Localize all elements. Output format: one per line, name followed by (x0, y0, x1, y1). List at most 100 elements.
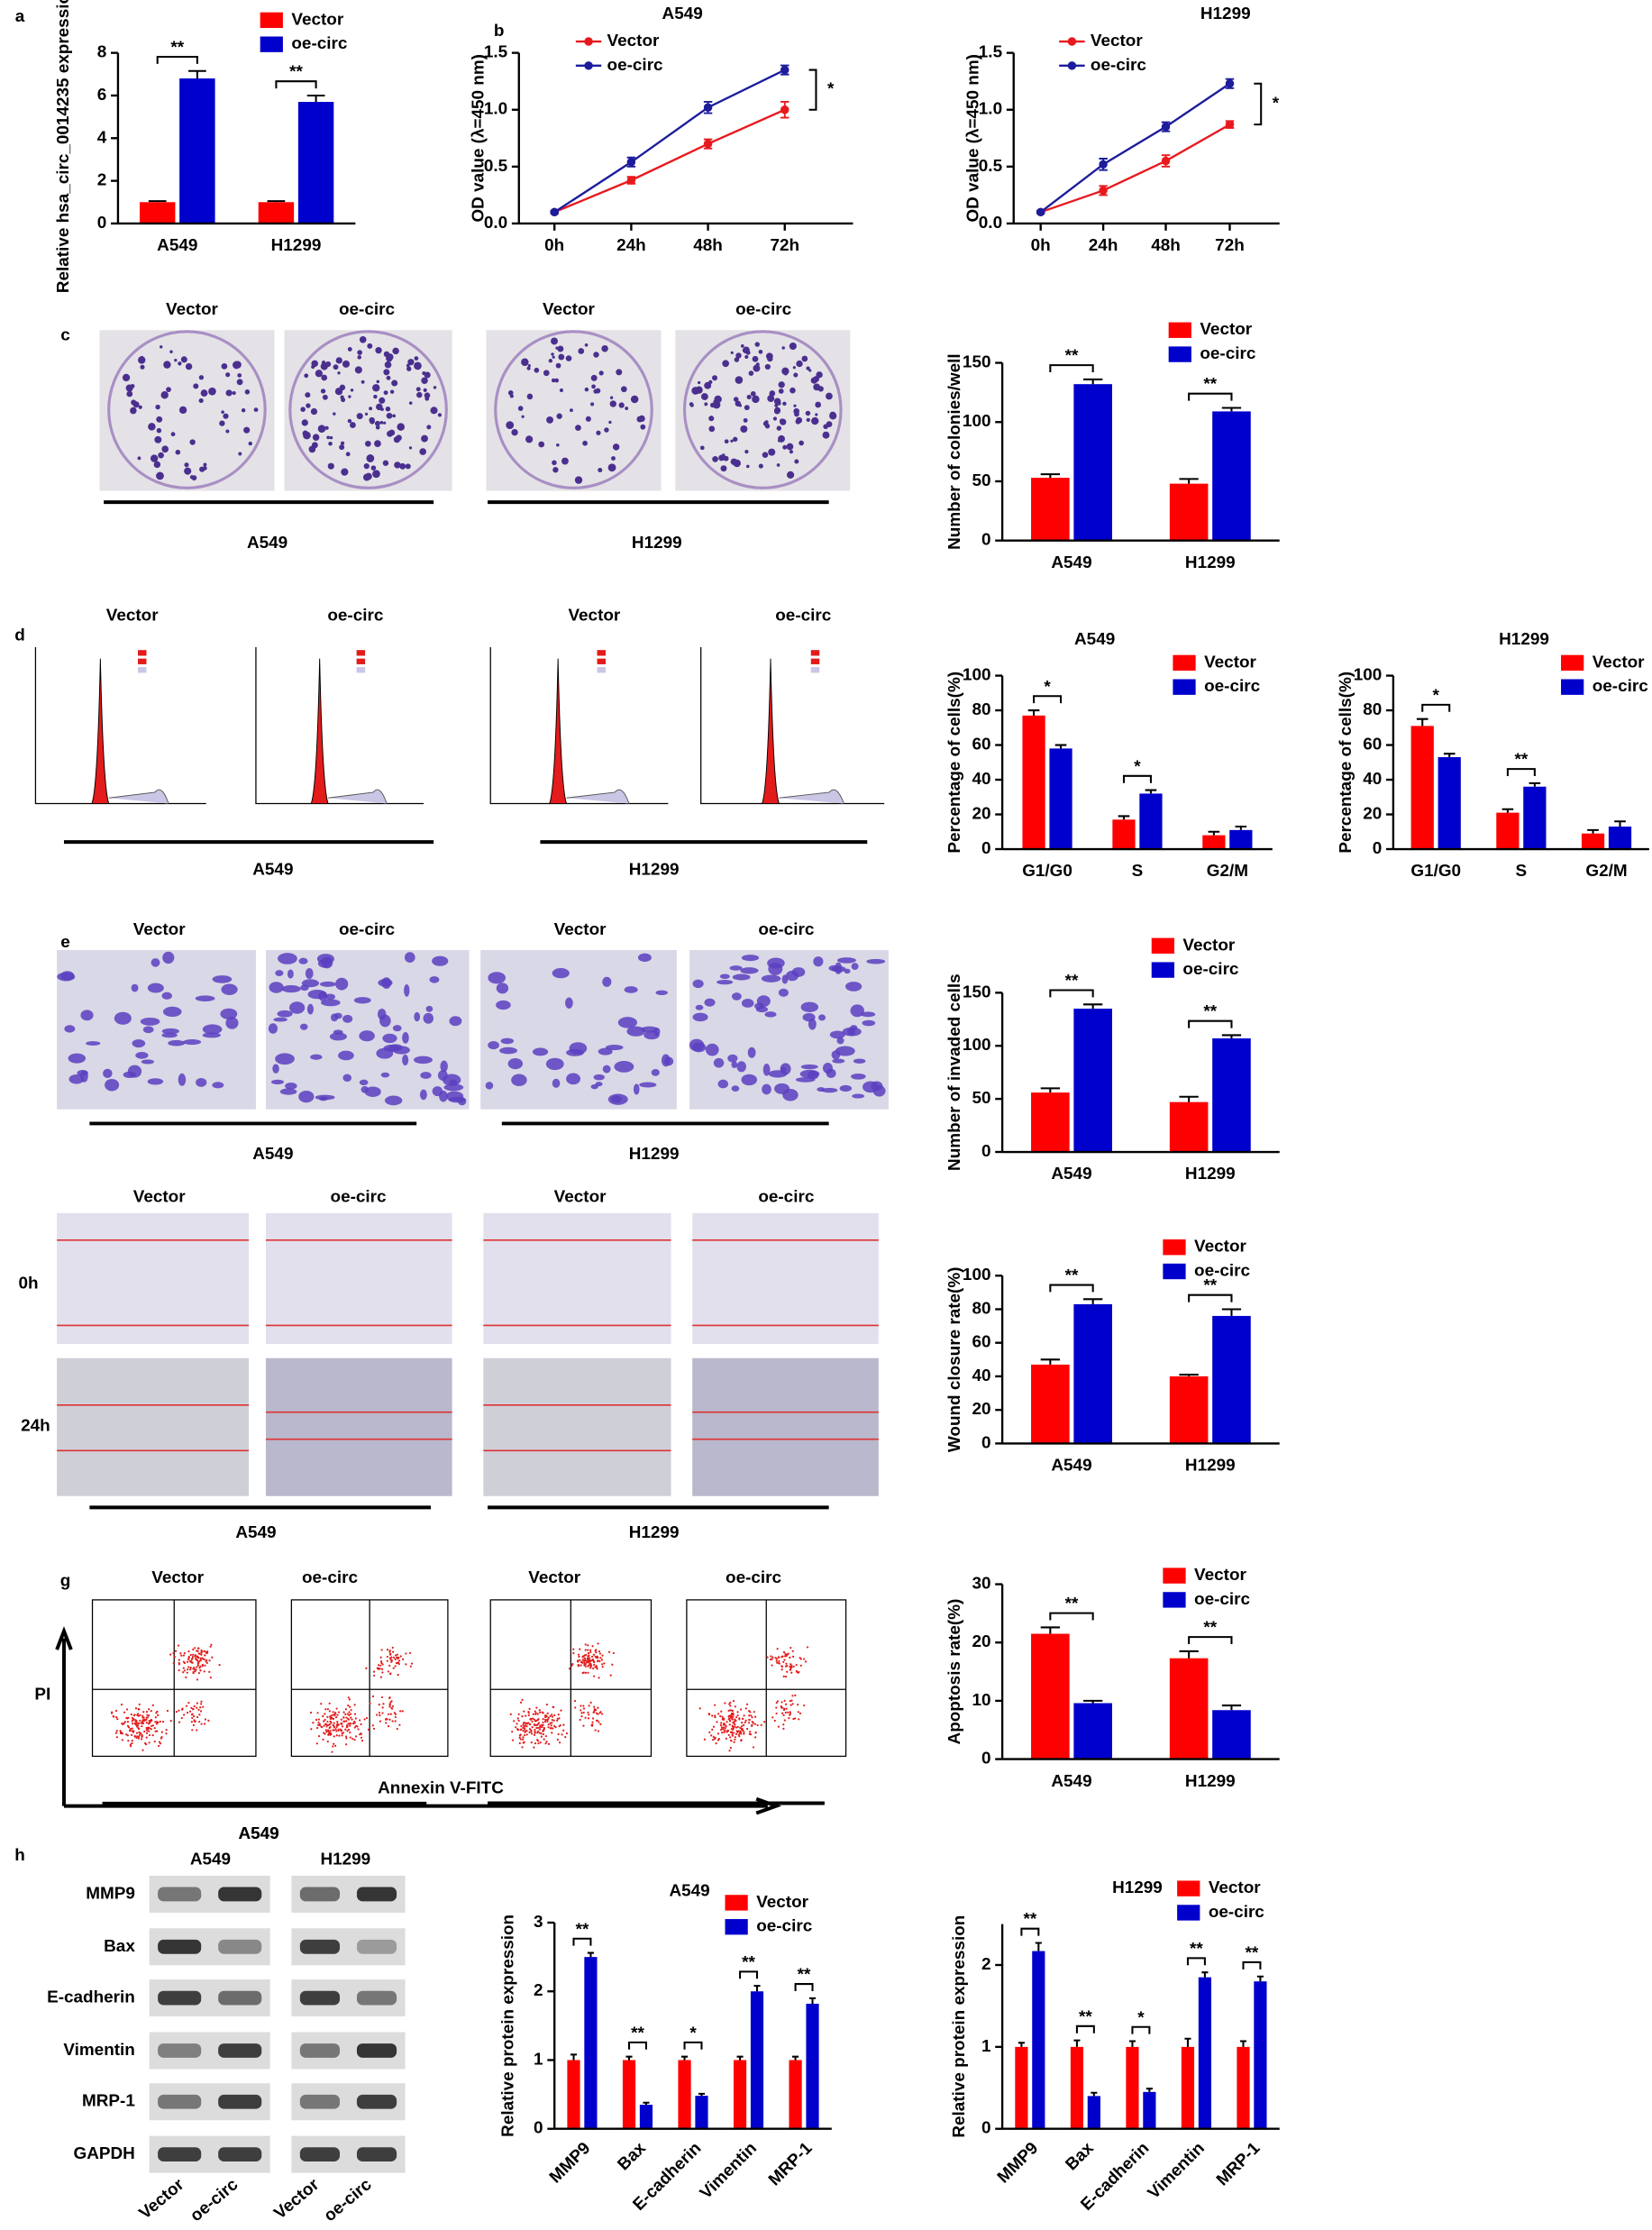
event (589, 1659, 592, 1663)
event (196, 1715, 199, 1719)
colony (238, 452, 242, 456)
event (351, 1718, 353, 1721)
event (561, 1733, 563, 1736)
stained-cell (335, 977, 349, 991)
colony (126, 390, 133, 398)
event (731, 1709, 735, 1713)
panel-letter: b (494, 22, 505, 41)
colony (372, 470, 380, 479)
event (129, 1744, 132, 1748)
event (385, 1722, 388, 1724)
colony (437, 413, 443, 417)
event (703, 1738, 707, 1741)
event (599, 1657, 602, 1659)
event (194, 1647, 196, 1650)
stained-cell (270, 1079, 285, 1084)
event (520, 1728, 523, 1731)
stained-cell (836, 957, 856, 964)
colony (169, 350, 173, 353)
event (112, 1714, 114, 1718)
histogram-tail (779, 789, 844, 804)
stained-cell (785, 970, 799, 982)
event (367, 1728, 370, 1731)
event (203, 1670, 205, 1673)
event (394, 1658, 397, 1660)
event (156, 1710, 159, 1713)
stained-cell (866, 958, 886, 964)
stained-cell (330, 1013, 339, 1022)
event (542, 1718, 544, 1721)
row-label: 0h (19, 1275, 39, 1293)
error-bar (1221, 1704, 1242, 1711)
x-tick-label: Bax (614, 2139, 650, 2175)
bar (1049, 748, 1072, 850)
legend-label: Vector (1194, 1566, 1246, 1585)
colony (813, 383, 821, 391)
y-tick-label: 100 (963, 1036, 991, 1055)
event (592, 1705, 596, 1708)
stained-cell (275, 1053, 295, 1065)
event (392, 1667, 395, 1669)
event (524, 1731, 526, 1733)
stained-cell (359, 1030, 375, 1042)
bar (1169, 483, 1209, 541)
event (151, 1734, 154, 1737)
group-label: A549 (235, 1523, 276, 1542)
event (200, 1650, 203, 1653)
legend-label: oe-circ (1194, 1262, 1250, 1281)
event (577, 1659, 580, 1662)
x-tick-label: A549 (1051, 1772, 1091, 1791)
series-line (1039, 82, 1231, 214)
event (760, 1723, 762, 1726)
event (564, 1736, 567, 1739)
event (347, 1728, 351, 1732)
event (131, 1716, 134, 1720)
event (551, 1714, 553, 1716)
event (114, 1732, 118, 1734)
colony (689, 402, 694, 407)
event (737, 1730, 740, 1732)
event (592, 1667, 595, 1670)
event (584, 1662, 588, 1666)
event (350, 1716, 352, 1719)
event (141, 1721, 144, 1723)
stained-cell (741, 955, 760, 962)
colony (786, 443, 794, 451)
event (147, 1723, 151, 1725)
point (1161, 122, 1171, 132)
group-label: A549 (238, 1824, 278, 1843)
legend-label: oe-circ (1204, 677, 1260, 696)
event (396, 1653, 399, 1656)
event (175, 1711, 178, 1714)
stained-cell (105, 1078, 120, 1092)
colony (593, 352, 599, 358)
event (136, 1714, 139, 1716)
event (324, 1723, 327, 1726)
event (396, 1727, 399, 1731)
event (537, 1726, 540, 1730)
error-bar (1501, 808, 1514, 813)
stained-cell (64, 1025, 76, 1033)
colony (337, 371, 341, 375)
colony (740, 344, 744, 348)
stained-cell (298, 957, 308, 964)
colony (137, 456, 141, 461)
event (587, 1644, 589, 1647)
blot-band (158, 2147, 202, 2162)
stained-cell (795, 1077, 816, 1083)
significance-label: * (1044, 678, 1051, 697)
colony (750, 390, 756, 397)
event (344, 1713, 347, 1715)
event (607, 1650, 611, 1653)
event (151, 1724, 153, 1727)
blot-band (218, 1990, 262, 2006)
event (789, 1700, 791, 1703)
chart-title: H1299 (1200, 5, 1251, 23)
legend-swatch (1163, 1239, 1186, 1256)
axis-label: PI (34, 1686, 50, 1704)
event (326, 1715, 329, 1718)
blot-band (218, 1939, 262, 1954)
event (322, 1738, 324, 1741)
event (145, 1726, 148, 1730)
colony (744, 449, 749, 454)
